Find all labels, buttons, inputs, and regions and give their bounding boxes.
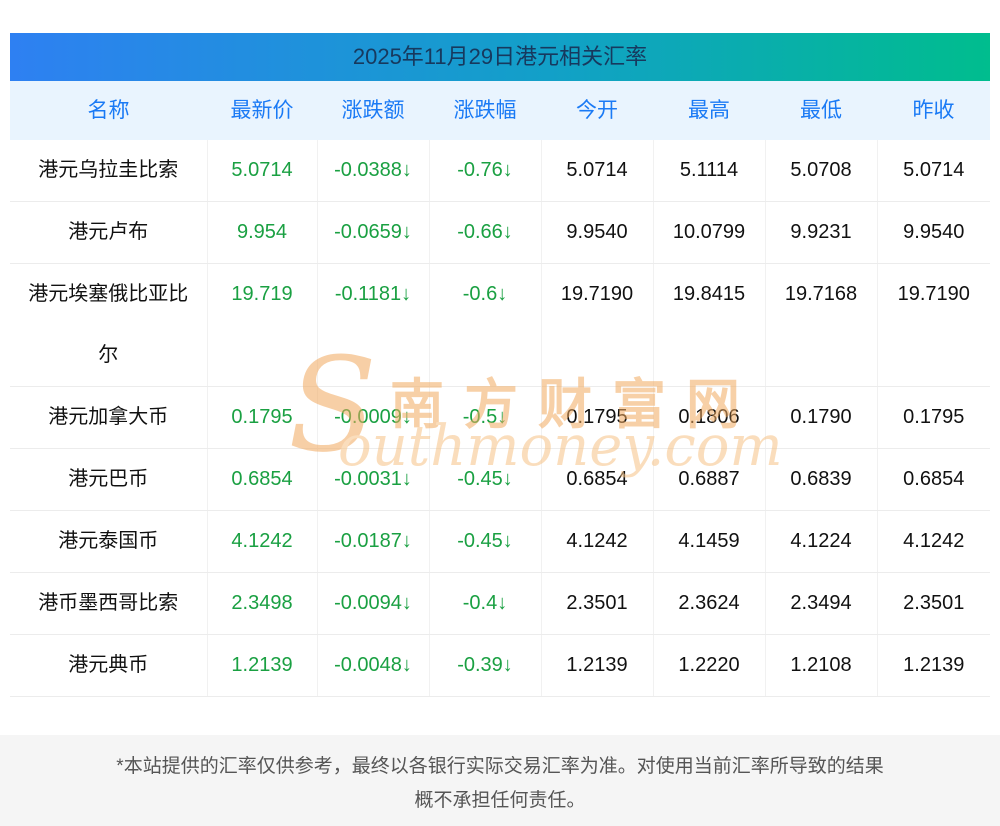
cell-open: 2.3501 <box>541 572 654 635</box>
cell-prev-close: 9.9540 <box>877 201 990 264</box>
cell-open: 5.0714 <box>541 140 654 202</box>
cell-latest-price: 19.719 <box>207 263 318 387</box>
cell-change-percent: -0.39↓ <box>429 634 542 697</box>
cell-change-percent: -0.45↓ <box>429 510 542 573</box>
table-row: 港币墨西哥比索 2.3498 -0.0094↓ -0.4↓ 2.3501 2.3… <box>10 572 990 635</box>
exchange-rate-table: 名称 最新价 涨跌额 涨跌幅 今开 最高 最低 昨收 港元乌拉圭比索 5.071… <box>10 81 990 697</box>
cell-latest-price: 4.1242 <box>207 510 318 573</box>
cell-high: 0.1806 <box>653 386 766 449</box>
cell-low: 2.3494 <box>765 572 878 635</box>
cell-currency-name: 港币墨西哥比索 <box>10 572 208 635</box>
cell-change-amount: -0.0659↓ <box>317 201 430 264</box>
cell-change-percent: -0.66↓ <box>429 201 542 264</box>
table-row: 港元巴币 0.6854 -0.0031↓ -0.45↓ 0.6854 0.688… <box>10 448 990 511</box>
cell-prev-close: 4.1242 <box>877 510 990 573</box>
cell-high: 1.2220 <box>653 634 766 697</box>
disclaimer-line-1: *本站提供的汇率仅供参考，最终以各银行实际交易汇率为准。对使用当前汇率所导致的结… <box>116 756 884 777</box>
cell-change-percent: -0.4↓ <box>429 572 542 635</box>
cell-prev-close: 19.7190 <box>877 263 990 387</box>
cell-prev-close: 0.1795 <box>877 386 990 449</box>
cell-latest-price: 0.1795 <box>207 386 318 449</box>
table-row: 港元加拿大币 0.1795 -0.0009↓ -0.5↓ 0.1795 0.18… <box>10 386 990 449</box>
cell-high: 2.3624 <box>653 572 766 635</box>
column-header-change-percent: 涨跌幅 <box>429 81 541 140</box>
cell-low: 4.1224 <box>765 510 878 573</box>
cell-change-amount: -0.0009↓ <box>317 386 430 449</box>
cell-high: 4.1459 <box>653 510 766 573</box>
table-row: 港元乌拉圭比索 5.0714 -0.0388↓ -0.76↓ 5.0714 5.… <box>10 140 990 202</box>
cell-open: 19.7190 <box>541 263 654 387</box>
cell-open: 4.1242 <box>541 510 654 573</box>
cell-change-amount: -0.0388↓ <box>317 140 430 202</box>
cell-currency-name: 港元埃塞俄比亚比尔 <box>10 263 208 387</box>
cell-change-percent: -0.45↓ <box>429 448 542 511</box>
column-header-prev-close: 昨收 <box>877 81 990 140</box>
cell-low: 9.9231 <box>765 201 878 264</box>
cell-change-amount: -0.0187↓ <box>317 510 430 573</box>
column-header-high: 最高 <box>653 81 765 140</box>
cell-prev-close: 1.2139 <box>877 634 990 697</box>
cell-latest-price: 1.2139 <box>207 634 318 697</box>
table-row: 港元泰国币 4.1242 -0.0187↓ -0.45↓ 4.1242 4.14… <box>10 510 990 573</box>
table-row: 港元典币 1.2139 -0.0048↓ -0.39↓ 1.2139 1.222… <box>10 634 990 697</box>
page: 2025年11月29日港元相关汇率 名称 最新价 涨跌额 涨跌幅 今开 最高 最… <box>0 33 1000 826</box>
cell-low: 19.7168 <box>765 263 878 387</box>
cell-open: 0.6854 <box>541 448 654 511</box>
cell-change-percent: -0.6↓ <box>429 263 542 387</box>
cell-latest-price: 9.954 <box>207 201 318 264</box>
cell-high: 0.6887 <box>653 448 766 511</box>
cell-currency-name: 港元加拿大币 <box>10 386 208 449</box>
page-title: 2025年11月29日港元相关汇率 <box>10 33 990 81</box>
cell-high: 10.0799 <box>653 201 766 264</box>
column-header-change-amount: 涨跌额 <box>317 81 429 140</box>
cell-currency-name: 港元典币 <box>10 634 208 697</box>
cell-prev-close: 0.6854 <box>877 448 990 511</box>
disclaimer-line-2: 概不承担任何责任。 <box>414 790 586 811</box>
disclaimer: *本站提供的汇率仅供参考，最终以各银行实际交易汇率为准。对使用当前汇率所导致的结… <box>0 735 1000 826</box>
column-header-open: 今开 <box>541 81 653 140</box>
cell-high: 19.8415 <box>653 263 766 387</box>
cell-low: 1.2108 <box>765 634 878 697</box>
cell-open: 9.9540 <box>541 201 654 264</box>
cell-latest-price: 0.6854 <box>207 448 318 511</box>
cell-currency-name: 港元卢布 <box>10 201 208 264</box>
cell-prev-close: 2.3501 <box>877 572 990 635</box>
cell-latest-price: 5.0714 <box>207 140 318 202</box>
table-row: 港元埃塞俄比亚比尔 19.719 -0.1181↓ -0.6↓ 19.7190 … <box>10 263 990 387</box>
cell-change-amount: -0.1181↓ <box>317 263 430 387</box>
cell-change-amount: -0.0048↓ <box>317 634 430 697</box>
cell-open: 0.1795 <box>541 386 654 449</box>
cell-low: 5.0708 <box>765 140 878 202</box>
cell-low: 0.1790 <box>765 386 878 449</box>
cell-high: 5.1114 <box>653 140 766 202</box>
cell-currency-name: 港元乌拉圭比索 <box>10 140 208 202</box>
cell-change-percent: -0.76↓ <box>429 140 542 202</box>
cell-latest-price: 2.3498 <box>207 572 318 635</box>
cell-change-amount: -0.0094↓ <box>317 572 430 635</box>
table-header-row: 名称 最新价 涨跌额 涨跌幅 今开 最高 最低 昨收 <box>10 81 990 140</box>
column-header-low: 最低 <box>765 81 877 140</box>
cell-open: 1.2139 <box>541 634 654 697</box>
cell-currency-name: 港元巴币 <box>10 448 208 511</box>
cell-change-percent: -0.5↓ <box>429 386 542 449</box>
cell-change-amount: -0.0031↓ <box>317 448 430 511</box>
cell-currency-name: 港元泰国币 <box>10 510 208 573</box>
table-row: 港元卢布 9.954 -0.0659↓ -0.66↓ 9.9540 10.079… <box>10 201 990 264</box>
cell-low: 0.6839 <box>765 448 878 511</box>
cell-prev-close: 5.0714 <box>877 140 990 202</box>
column-header-name: 名称 <box>10 81 207 140</box>
column-header-latest-price: 最新价 <box>207 81 317 140</box>
